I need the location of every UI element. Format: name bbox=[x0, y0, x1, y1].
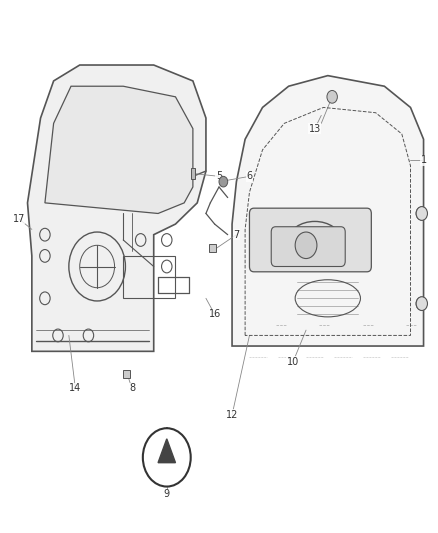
Bar bbox=[191, 168, 195, 179]
Circle shape bbox=[143, 428, 191, 487]
Text: 16: 16 bbox=[208, 309, 221, 319]
Text: 6: 6 bbox=[247, 172, 253, 181]
Circle shape bbox=[416, 207, 427, 220]
Text: 9: 9 bbox=[164, 489, 170, 499]
Bar bbox=[209, 244, 216, 252]
Text: 1: 1 bbox=[420, 156, 427, 165]
Text: 2: 2 bbox=[420, 298, 427, 309]
PathPatch shape bbox=[232, 76, 424, 346]
Text: 12: 12 bbox=[226, 410, 238, 420]
Polygon shape bbox=[158, 439, 176, 463]
Circle shape bbox=[327, 91, 337, 103]
Text: 7: 7 bbox=[233, 230, 240, 240]
Text: 8: 8 bbox=[129, 383, 135, 393]
PathPatch shape bbox=[28, 65, 206, 351]
Text: 14: 14 bbox=[69, 383, 81, 393]
FancyBboxPatch shape bbox=[250, 208, 371, 272]
Text: 5: 5 bbox=[216, 172, 222, 181]
PathPatch shape bbox=[45, 86, 193, 214]
FancyBboxPatch shape bbox=[271, 227, 345, 266]
Text: 10: 10 bbox=[287, 357, 299, 367]
Circle shape bbox=[416, 207, 427, 220]
Circle shape bbox=[416, 297, 427, 311]
Bar bbox=[123, 256, 176, 298]
Circle shape bbox=[295, 232, 317, 259]
Circle shape bbox=[416, 297, 427, 310]
Text: 17: 17 bbox=[13, 214, 25, 224]
Text: 13: 13 bbox=[309, 124, 321, 134]
Circle shape bbox=[219, 176, 228, 187]
Bar bbox=[123, 370, 130, 378]
